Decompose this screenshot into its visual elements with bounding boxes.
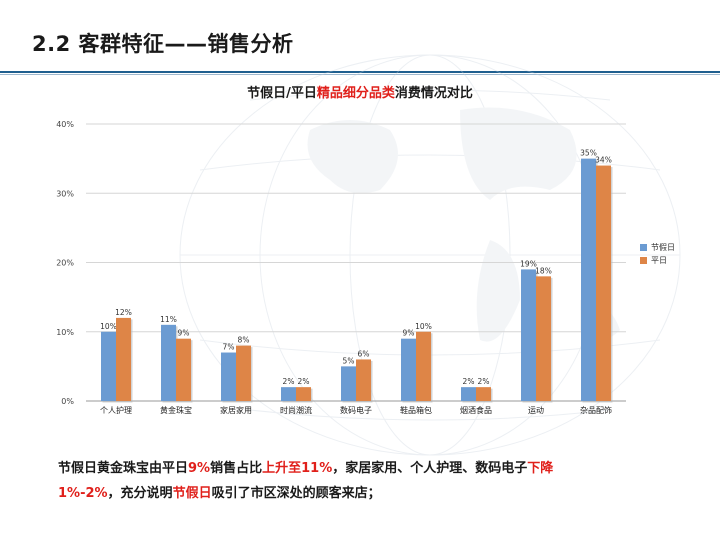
chart-title: 节假日/平日精品细分品类消费情况对比	[0, 82, 720, 101]
footnote: 节假日黄金珠宝由平日9%销售占比上升至11%，家居家用、个人护理、数码电子下降 …	[58, 456, 698, 506]
chart-title-highlight: 精品细分品类	[316, 86, 395, 101]
data-label: 8%	[238, 336, 250, 345]
footnote-highlight: 下降	[527, 461, 554, 476]
x-tick-label: 数码电子	[340, 405, 372, 415]
data-label: 2%	[478, 377, 490, 386]
bar-weekday	[236, 345, 251, 401]
legend-swatch	[640, 244, 647, 251]
footnote-text: 销售占比	[210, 461, 263, 476]
legend-swatch	[640, 257, 647, 264]
data-label: 11%	[160, 315, 177, 324]
x-tick-label: 个人护理	[100, 405, 132, 415]
bar-weekday	[176, 338, 191, 401]
bar-weekday	[356, 359, 371, 401]
y-tick-label: 20%	[56, 259, 74, 268]
x-tick-label: 运动	[528, 405, 544, 415]
legend-label: 节假日	[651, 243, 675, 252]
footnote-highlight: 节假日	[172, 486, 212, 501]
bar-holiday	[101, 331, 116, 401]
y-tick-label: 40%	[56, 120, 74, 129]
y-tick-label: 30%	[56, 189, 74, 198]
x-tick-label: 时尚潮流	[280, 405, 312, 415]
bar-weekday	[476, 387, 491, 401]
bar-weekday	[116, 317, 131, 401]
bar-holiday	[161, 324, 176, 401]
data-label: 2%	[298, 377, 310, 386]
data-label: 9%	[403, 329, 415, 338]
x-tick-label: 烟酒食品	[460, 405, 492, 415]
bar-holiday	[281, 387, 296, 401]
data-label: 5%	[343, 356, 355, 365]
bar-weekday	[416, 331, 431, 401]
bar-weekday	[536, 276, 551, 401]
bar-weekday	[596, 165, 611, 401]
footnote-text: ，充分说明	[107, 486, 173, 501]
data-label: 9%	[178, 329, 190, 338]
bar-chart: 0%10%20%30%40%10%12%个人护理11%9%黄金珠宝7%8%家居家…	[56, 120, 675, 415]
legend-label: 平日	[651, 256, 667, 265]
data-label: 34%	[595, 156, 612, 165]
footnote-highlight: 1%-2%	[58, 486, 108, 501]
data-label: 18%	[535, 266, 552, 275]
data-label: 7%	[223, 343, 235, 352]
data-label: 10%	[415, 322, 432, 331]
title-bar: 2.2 客群特征——销售分析	[0, 0, 720, 75]
data-label: 12%	[115, 308, 132, 317]
title-divider	[0, 71, 720, 73]
x-tick-label: 杂品配饰	[580, 405, 612, 415]
title-divider-thin	[0, 74, 720, 75]
bar-holiday	[521, 269, 536, 401]
bar-holiday	[221, 352, 236, 401]
slide-title: 2.2 客群特征——销售分析	[32, 32, 294, 56]
data-label: 35%	[580, 149, 597, 158]
bar-holiday	[401, 338, 416, 401]
bar-holiday	[341, 366, 356, 401]
x-tick-label: 黄金珠宝	[160, 405, 192, 415]
footnote-text: ，家居家用、个人护理、数码电子	[332, 461, 528, 476]
footnote-line-2: 1%-2%，充分说明节假日吸引了市区深处的顾客来店；	[58, 481, 698, 506]
y-tick-label: 10%	[56, 328, 74, 337]
data-label: 2%	[463, 377, 475, 386]
bar-holiday	[461, 387, 476, 401]
footnote-line-1: 节假日黄金珠宝由平日9%销售占比上升至11%，家居家用、个人护理、数码电子下降	[58, 456, 698, 481]
data-label: 6%	[358, 349, 370, 358]
footnote-highlight: 上升至11%	[262, 461, 333, 476]
footnote-text: 节假日黄金珠宝由平日	[58, 461, 189, 476]
data-label: 2%	[283, 377, 295, 386]
bar-holiday	[581, 158, 596, 401]
bar-weekday	[296, 387, 311, 401]
data-label: 19%	[520, 259, 537, 268]
data-label: 10%	[100, 322, 117, 331]
footnote-highlight: 9%	[188, 461, 211, 476]
x-tick-label: 鞋品箱包	[400, 405, 432, 415]
y-tick-label: 0%	[61, 397, 74, 406]
chart-title-part1: 节假日/平日	[247, 86, 317, 101]
globe-watermark-icon	[179, 54, 681, 456]
x-tick-label: 家居家用	[220, 405, 252, 415]
chart-title-part2: 消费情况对比	[394, 86, 473, 101]
footnote-text: 吸引了市区深处的顾客来店；	[211, 486, 381, 501]
